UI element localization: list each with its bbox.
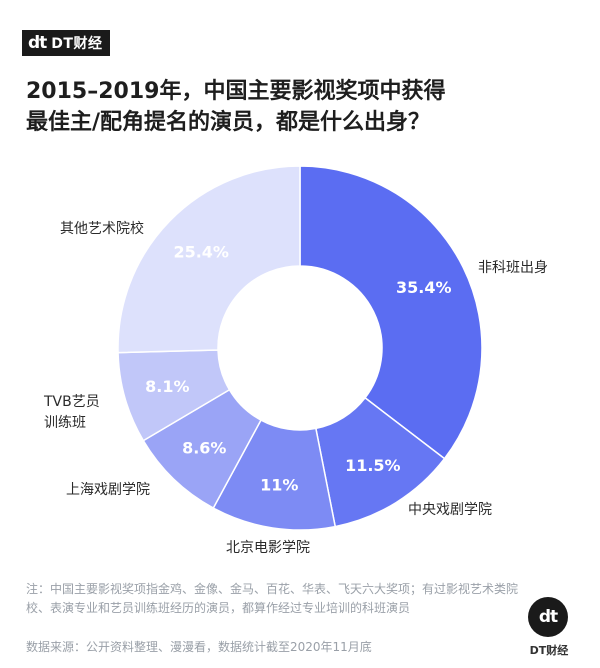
donut-slice-0 (299, 165, 483, 460)
slice-value-label-3: 8.6% (182, 438, 226, 457)
brand-logo-icon: dt (28, 33, 47, 53)
slice-value-label-1: 11.5% (345, 456, 401, 475)
slice-category-label-2: 北京电影学院 (226, 540, 310, 556)
slice-value-label-0: 35.4% (396, 278, 452, 297)
slice-category-label-5: 其他艺术院校 (60, 220, 144, 237)
slice-value-label-5: 25.4% (173, 243, 229, 262)
slice-category-label-4: TVB艺员训练班 (43, 394, 100, 431)
title-line-1: 2015–2019年，中国主要影视奖项中获得 (26, 79, 446, 104)
chart-title: 2015–2019年，中国主要影视奖项中获得 最佳主/配角提名的演员，都是什么出… (26, 76, 566, 138)
brand-badge: dt DT财经 (22, 30, 111, 56)
chart-note: 注：中国主要影视奖项指金鸡、金像、金马、百花、华表、飞天六大奖项；有过影视艺术类… (26, 582, 519, 615)
slice-category-label-1: 中央戏剧学院 (408, 502, 492, 518)
slice-category-label-0: 非科班出身 (478, 260, 548, 276)
slice-value-label-4: 8.1% (145, 377, 189, 396)
slice-category-label-3: 上海戏剧学院 (66, 482, 150, 498)
donut-chart: 35.4% 非科班出身 11.5% 中央戏剧学院 11% 北京电影学院 8.6% 上海戏剧学院… (43, 165, 548, 556)
corner-logo-icon: dt (528, 597, 568, 637)
donut-slice-5 (117, 165, 301, 354)
corner-brand-name: DT财经 (529, 644, 569, 657)
title-line-2: 最佳主/配角提名的演员，都是什么出身？ (26, 110, 431, 135)
data-source: 数据来源：公开资料整理、漫漫看，数据统计截至2020年11月底 (26, 640, 372, 654)
slice-value-label-2: 11% (260, 475, 298, 494)
brand-name: DT财经 (51, 36, 103, 52)
